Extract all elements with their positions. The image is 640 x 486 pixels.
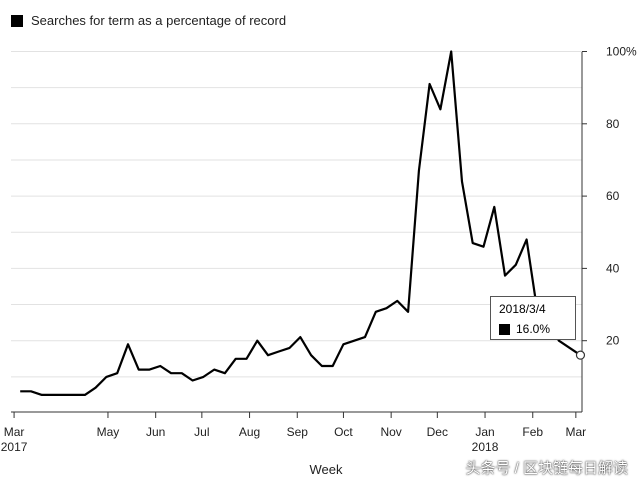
x-tick-label: Jan: [475, 425, 494, 439]
gridlines: [11, 51, 582, 378]
legend-label: Searches for term as a percentage of rec…: [31, 13, 287, 28]
tooltip: 2018/3/4 16.0%: [490, 296, 576, 340]
x-tick-label: Aug: [239, 425, 260, 439]
x-tick-label: Jun: [146, 425, 165, 439]
x-tick-label: Feb: [522, 425, 543, 439]
x-tick-sublabel: 2018: [472, 440, 499, 454]
y-axis: 20 40 60 80 100%: [581, 45, 637, 412]
x-tick-label: Sep: [287, 425, 309, 439]
tooltip-row: 16.0%: [499, 322, 567, 336]
y-tick-label: 60: [606, 189, 620, 203]
y-tick-label: 100%: [606, 45, 637, 59]
x-tick-label: Dec: [427, 425, 448, 439]
y-tick-label: 40: [606, 261, 620, 275]
x-axis-title: Week: [310, 462, 343, 477]
watermark: 头条号 / 区块链每日解读: [465, 460, 628, 477]
highlighted-point[interactable]: [575, 350, 586, 360]
tooltip-swatch: [499, 323, 510, 335]
series-group: [20, 50, 586, 396]
series-line: [20, 50, 582, 396]
legend-swatch: [11, 14, 23, 27]
tooltip-date: 2018/3/4: [499, 302, 546, 316]
tooltip-value: 16.0%: [516, 322, 551, 336]
x-tick-label: Mar: [4, 425, 25, 439]
x-tick-label: Oct: [334, 425, 353, 439]
x-tick-label: Jul: [194, 425, 209, 439]
y-tick-label: 20: [606, 334, 620, 348]
x-tick-label: Nov: [380, 425, 401, 439]
legend: Searches for term as a percentage of rec…: [11, 13, 286, 28]
x-tick-label: Mar: [566, 425, 587, 439]
x-tick-sublabel: 2017: [1, 440, 28, 454]
y-tick-label: 80: [606, 117, 620, 131]
x-tick-label: May: [97, 425, 120, 439]
